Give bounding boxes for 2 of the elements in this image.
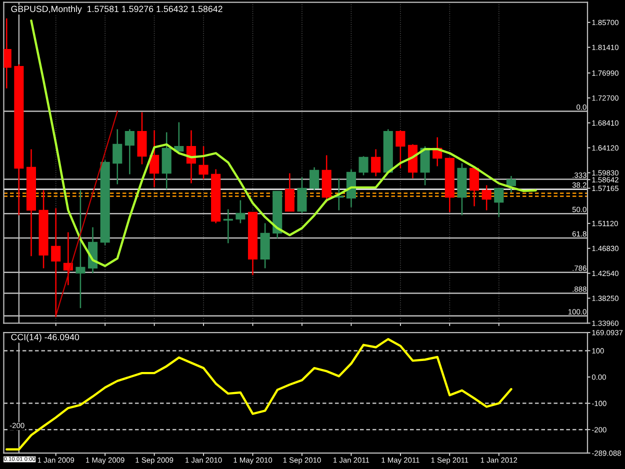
chart-title: GBPUSD,Monthly 1.57581 1.59276 1.56432 1.58642 bbox=[11, 6, 222, 14]
chart-title: CCI(14) -46.0940 bbox=[11, 334, 80, 342]
